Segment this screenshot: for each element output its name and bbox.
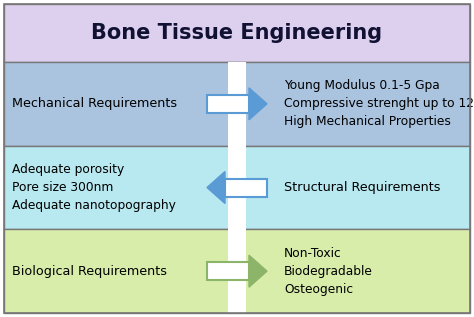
Bar [237, 146, 470, 229]
Bar [237, 229, 470, 313]
Text: Mechanical Requirements: Mechanical Requirements [12, 97, 177, 110]
Bar [237, 62, 470, 146]
Text: Bone Tissue Engineering: Bone Tissue Engineering [91, 23, 383, 43]
Bar [207, 262, 249, 280]
Bar [4, 4, 470, 62]
Bar [4, 62, 237, 146]
Text: Biological Requirements: Biological Requirements [12, 265, 167, 278]
Bar [228, 229, 246, 313]
Bar [228, 146, 246, 229]
Text: Adequate porosity
Pore size 300nm
Adequate nanotopography: Adequate porosity Pore size 300nm Adequa… [12, 163, 176, 212]
Bar [207, 95, 249, 113]
Polygon shape [249, 255, 267, 287]
Text: Non-Toxic
Biodegradable
Osteogenic: Non-Toxic Biodegradable Osteogenic [284, 247, 373, 296]
Text: Structural Requirements: Structural Requirements [284, 181, 440, 194]
Bar [4, 229, 237, 313]
Polygon shape [249, 88, 267, 120]
Text: Young Modulus 0.1-5 Gpa
Compressive strenght up to 12 Mpa
High Mechanical Proper: Young Modulus 0.1-5 Gpa Compressive stre… [284, 79, 474, 128]
Bar [4, 146, 237, 229]
Polygon shape [207, 171, 225, 204]
Bar [228, 62, 246, 146]
Bar [225, 178, 267, 197]
